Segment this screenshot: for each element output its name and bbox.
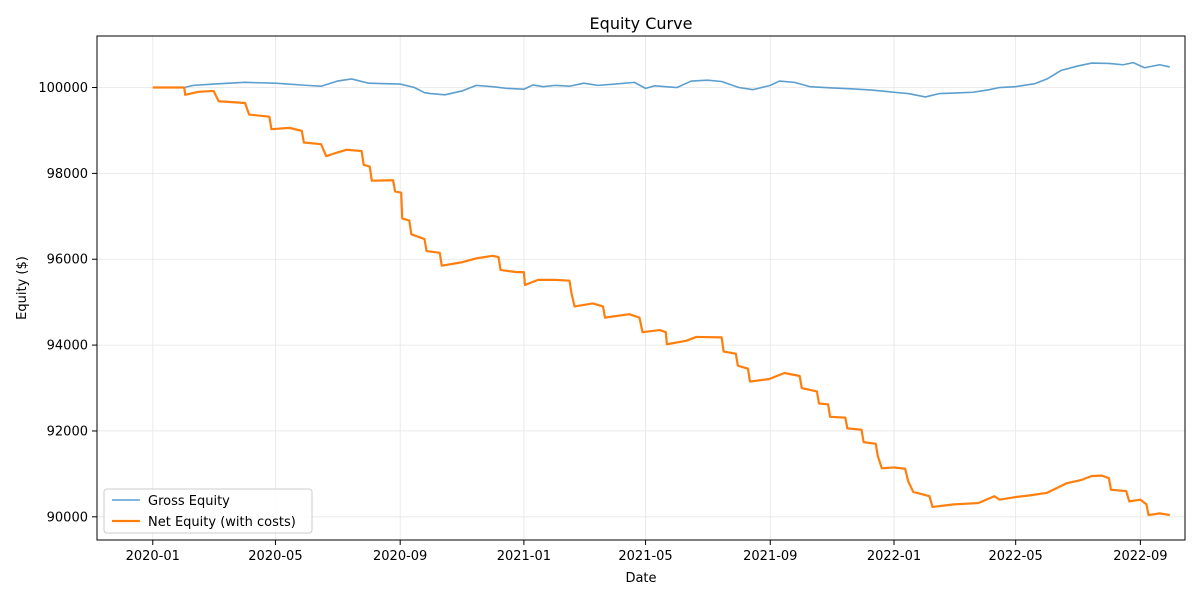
y-tick-label: 98000 bbox=[47, 167, 88, 182]
x-tick-label: 2021-05 bbox=[618, 549, 672, 564]
y-tick-label: 96000 bbox=[47, 253, 88, 268]
grid-lines bbox=[97, 36, 1185, 540]
x-tick-label: 2022-01 bbox=[867, 549, 921, 564]
x-tick-label: 2020-01 bbox=[126, 549, 180, 564]
y-tick-label: 94000 bbox=[47, 339, 88, 354]
x-tick-label: 2022-09 bbox=[1113, 549, 1167, 564]
y-tick-label: 90000 bbox=[47, 510, 88, 525]
legend-box bbox=[103, 488, 313, 534]
y-axis-label: Equity ($) bbox=[15, 256, 30, 320]
x-tick-label: 2022-05 bbox=[989, 549, 1043, 564]
legend-label-gross-equity: Gross Equity bbox=[148, 494, 230, 509]
x-tick-label: 2020-09 bbox=[373, 549, 427, 564]
x-axis-ticks: 2020-01 2020-05 2020-09 2021-01 2021-05 2021-… bbox=[126, 540, 1168, 564]
chart-title: Equity Curve bbox=[590, 14, 693, 33]
plot-frame bbox=[96, 35, 1186, 541]
net-equity-line bbox=[152, 86, 1170, 517]
x-axis-label: Date bbox=[625, 571, 656, 586]
legend: Gross Equity Net Equity (with costs) bbox=[103, 488, 313, 534]
series-lines bbox=[152, 61, 1170, 517]
y-tick-label: 92000 bbox=[47, 424, 88, 439]
x-tick-label: 2021-01 bbox=[497, 549, 551, 564]
y-axis-ticks: 90000 92000 94000 96000 98000 100000 bbox=[38, 81, 97, 525]
x-tick-label: 2021-09 bbox=[743, 549, 797, 564]
x-tick-label: 2020-05 bbox=[248, 549, 302, 564]
legend-label-net-equity: Net Equity (with costs) bbox=[148, 515, 296, 530]
gross-equity-line bbox=[152, 61, 1170, 98]
y-tick-label: 100000 bbox=[38, 81, 88, 96]
